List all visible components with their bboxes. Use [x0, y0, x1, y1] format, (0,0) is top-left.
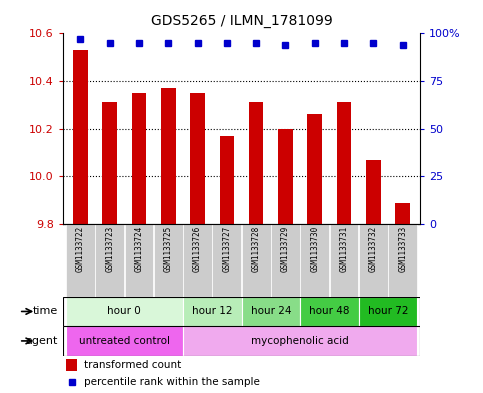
Text: GSM1133730: GSM1133730	[310, 226, 319, 272]
Bar	[66, 359, 77, 371]
Text: GSM1133725: GSM1133725	[164, 226, 173, 272]
Bar	[359, 297, 417, 326]
Text: hour 12: hour 12	[192, 307, 232, 316]
FancyBboxPatch shape	[154, 224, 183, 297]
Text: time: time	[33, 307, 58, 316]
Bar	[300, 297, 359, 326]
Bar	[242, 297, 300, 326]
FancyBboxPatch shape	[388, 224, 417, 297]
Text: hour 0: hour 0	[107, 307, 141, 316]
Text: mycophenolic acid: mycophenolic acid	[251, 336, 349, 346]
Bar	[307, 114, 322, 224]
Text: GSM1133732: GSM1133732	[369, 226, 378, 272]
Text: GDS5265 / ILMN_1781099: GDS5265 / ILMN_1781099	[151, 14, 332, 28]
FancyBboxPatch shape	[125, 224, 153, 297]
Text: agent: agent	[26, 336, 58, 346]
Bar	[366, 160, 381, 224]
Bar	[183, 297, 242, 326]
Text: percentile rank within the sample: percentile rank within the sample	[84, 377, 260, 387]
Bar	[102, 103, 117, 224]
Text: GSM1133724: GSM1133724	[134, 226, 143, 272]
Bar	[183, 326, 417, 356]
Bar	[132, 93, 146, 224]
FancyBboxPatch shape	[242, 224, 270, 297]
FancyBboxPatch shape	[183, 224, 212, 297]
Bar	[73, 50, 88, 224]
Text: GSM1133728: GSM1133728	[252, 226, 261, 272]
FancyBboxPatch shape	[95, 224, 124, 297]
Text: GSM1133733: GSM1133733	[398, 226, 407, 272]
Bar	[220, 136, 234, 224]
Text: GSM1133727: GSM1133727	[222, 226, 231, 272]
Text: hour 24: hour 24	[251, 307, 291, 316]
Text: untreated control: untreated control	[79, 336, 170, 346]
Text: GSM1133722: GSM1133722	[76, 226, 85, 272]
FancyBboxPatch shape	[213, 224, 241, 297]
Text: GSM1133723: GSM1133723	[105, 226, 114, 272]
Bar	[249, 103, 263, 224]
Text: GSM1133729: GSM1133729	[281, 226, 290, 272]
Text: transformed count: transformed count	[84, 360, 182, 370]
Bar	[66, 326, 183, 356]
FancyBboxPatch shape	[271, 224, 300, 297]
Bar	[278, 129, 293, 224]
Bar	[66, 297, 183, 326]
Bar	[161, 88, 176, 224]
FancyBboxPatch shape	[300, 224, 329, 297]
Text: hour 48: hour 48	[309, 307, 350, 316]
Bar	[190, 93, 205, 224]
Text: hour 72: hour 72	[368, 307, 408, 316]
Bar	[395, 202, 410, 224]
FancyBboxPatch shape	[359, 224, 388, 297]
FancyBboxPatch shape	[330, 224, 358, 297]
Text: GSM1133726: GSM1133726	[193, 226, 202, 272]
FancyBboxPatch shape	[66, 224, 95, 297]
Text: GSM1133731: GSM1133731	[340, 226, 349, 272]
Bar	[337, 103, 351, 224]
